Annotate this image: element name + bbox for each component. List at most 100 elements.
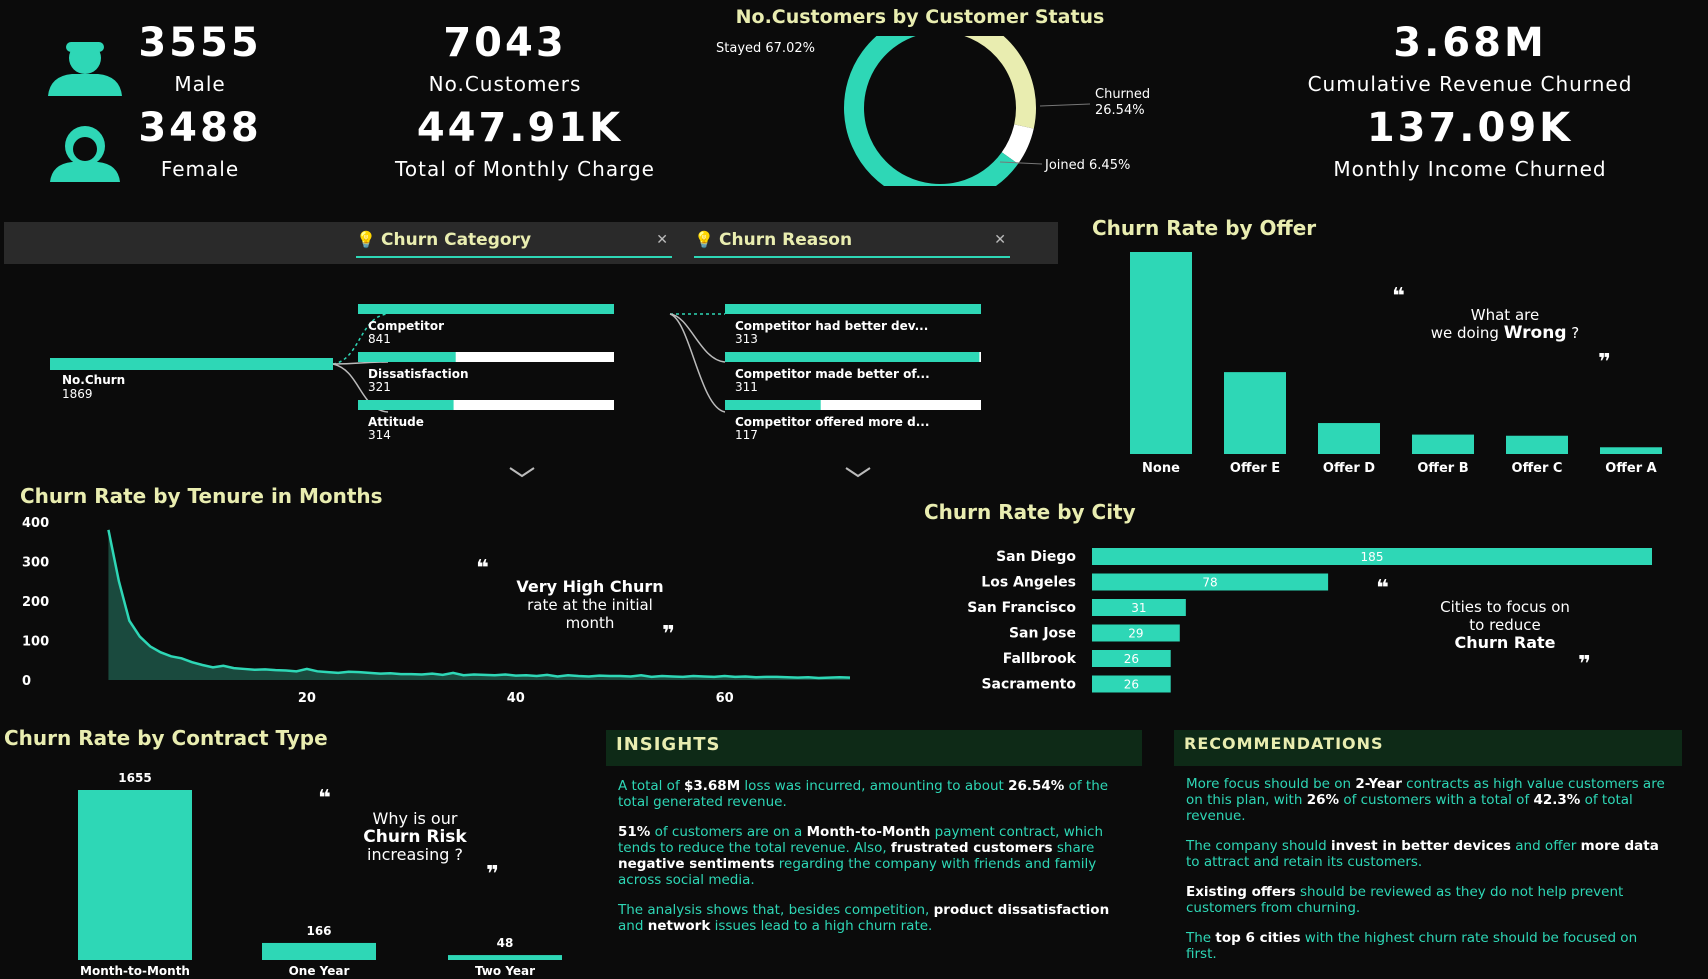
city-tick-label: San Diego <box>996 549 1076 565</box>
monthly-charge-value: 447.91K <box>416 105 624 151</box>
offer-tick-label: None <box>1142 461 1180 476</box>
customers-count: 7043 <box>443 20 567 66</box>
tenure-note-l3: month <box>565 614 615 632</box>
female-user-icon <box>50 126 120 182</box>
donut-label-joined: Joined 6.45% <box>1044 158 1130 173</box>
donut-slice-stayed <box>844 36 1019 186</box>
recommendation-3: Existing offers should be reviewed as th… <box>1186 884 1624 916</box>
offer-chart-title: Churn Rate by Offer <box>1092 216 1317 240</box>
insight-1: A total of $3.68M loss was incurred, amo… <box>618 778 1109 810</box>
male-label: Male <box>174 72 226 96</box>
female-label: Female <box>160 157 240 181</box>
tree-root-label: No.Churn <box>62 373 125 387</box>
tenure-area-chart: 400 300 200 100 0 20 40 60 <box>22 516 851 706</box>
offer-bar-offer-e <box>1224 372 1286 454</box>
tree-category-label: Dissatisfaction <box>368 367 469 381</box>
tree-reason-label: Competitor had better dev... <box>735 319 928 333</box>
city-bar <box>1092 675 1171 693</box>
revenue-churned-value: 3.68M <box>1393 20 1547 66</box>
city-bar <box>1092 599 1186 616</box>
tenure-y-tick: 400 <box>22 516 49 531</box>
contract-data-label: 1655 <box>118 771 151 785</box>
contract-tick-label: Month-to-Month <box>80 964 190 978</box>
tree-reason-track <box>725 400 981 410</box>
tree-reason-bar <box>725 304 981 314</box>
quote-open-icon: ❝ <box>1376 576 1389 601</box>
city-data-label: 31 <box>1131 601 1146 615</box>
tenure-y-tick: 0 <box>22 674 31 689</box>
tenure-y-tick: 300 <box>22 556 49 571</box>
male-count: 3555 <box>138 20 262 66</box>
donut-label-churned-pct: 26.54% <box>1095 103 1145 118</box>
filter-churn-reason-label: Churn Reason <box>719 230 853 250</box>
tree-reason-value: 117 <box>735 428 758 442</box>
offer-bar-offer-b <box>1412 434 1474 454</box>
offer-note-l1: What are <box>1470 306 1540 324</box>
city-note-l2: to reduce <box>1469 616 1541 634</box>
contract-chart-title: Churn Rate by Contract Type <box>4 726 328 750</box>
contract-note-l3: increasing ? <box>367 845 463 864</box>
offer-bar-offer-d <box>1318 423 1380 454</box>
close-icon[interactable]: ✕ <box>994 232 1006 248</box>
tenure-area <box>108 529 850 680</box>
offer-tick-label: Offer A <box>1605 461 1656 476</box>
donut-title: No.Customers by Customer Status <box>735 6 1105 28</box>
filter-churn-category-label: Churn Category <box>381 230 532 250</box>
donut-slice-churned <box>964 36 1036 129</box>
offer-tick-label: Offer C <box>1512 461 1563 476</box>
chevron-down-icon <box>845 467 871 478</box>
quote-open-icon: ❝ <box>1392 284 1405 309</box>
contract-bar-two-year <box>448 955 562 960</box>
tree-category-value: 314 <box>368 428 391 442</box>
offer-tick-label: Offer D <box>1323 461 1375 476</box>
offer-tick-label: Offer E <box>1230 461 1280 476</box>
recommendation-4: The top 6 cities with the highest churn … <box>1186 930 1638 962</box>
tenure-x-tick: 40 <box>507 691 525 706</box>
insights-title: INSIGHTS <box>616 734 721 755</box>
city-bar <box>1092 650 1171 667</box>
city-note-l1: Cities to focus on <box>1440 598 1570 616</box>
income-churned-label: Monthly Income Churned <box>1333 157 1607 181</box>
male-user-icon <box>48 42 122 96</box>
tree-category-value: 841 <box>368 332 391 346</box>
tree-reason-bar <box>725 352 980 362</box>
customer-status-donut: Stayed 67.02% Churned 26.54% Joined 6.45… <box>716 36 1150 186</box>
tenure-note: Very High Churn rate at the initial mont… <box>480 578 700 633</box>
city-tick-label: Fallbrook <box>1003 651 1077 667</box>
insight-2: 51% of customers are on a Month-to-Month… <box>618 824 1104 888</box>
filter-churn-category[interactable]: 💡 Churn Category ✕ <box>356 230 672 258</box>
tree-root-bar <box>50 358 333 370</box>
tree-root-value: 1869 <box>62 387 93 401</box>
tenure-line <box>107 529 851 680</box>
offer-tick-label: Offer B <box>1417 461 1468 476</box>
tenure-note-l2: rate at the initial <box>527 596 653 614</box>
quote-close-icon: ❞ <box>1598 350 1611 375</box>
lightbulb-icon: 💡 <box>694 230 714 249</box>
city-note-l3: Churn Rate <box>1454 633 1556 652</box>
recommendations-panel: RECOMMENDATIONS More focus should be on … <box>1174 730 1682 979</box>
recommendation-2: The company should invest in better devi… <box>1186 838 1659 870</box>
city-tick-label: Los Angeles <box>981 575 1076 591</box>
tree-reason-label: Competitor offered more d... <box>735 415 929 429</box>
city-tick-label: Sacramento <box>981 677 1076 693</box>
tree-category-bar <box>358 400 454 410</box>
tree-category-bar <box>358 304 614 314</box>
insights-header: INSIGHTS <box>606 730 1142 766</box>
contract-note-l2: Churn Risk <box>363 827 467 847</box>
tenure-y-tick: 100 <box>22 635 49 650</box>
contract-data-label: 166 <box>306 924 331 938</box>
tenure-x-tick: 20 <box>298 691 316 706</box>
tree-category-track <box>358 352 614 362</box>
quote-close-icon: ❞ <box>662 622 675 647</box>
contract-bar-month-to-month <box>78 790 192 960</box>
tree-reason-bar <box>725 400 821 410</box>
close-icon[interactable]: ✕ <box>656 232 668 248</box>
revenue-churned-label: Cumulative Revenue Churned <box>1307 72 1633 96</box>
city-data-label: 26 <box>1124 652 1139 666</box>
tenure-x-tick: 60 <box>716 691 734 706</box>
city-chart-title: Churn Rate by City <box>924 500 1136 524</box>
quote-open-icon: ❝ <box>318 786 331 811</box>
offer-bar-offer-c <box>1506 435 1568 454</box>
filter-churn-reason[interactable]: 💡 Churn Reason ✕ <box>694 230 1010 258</box>
